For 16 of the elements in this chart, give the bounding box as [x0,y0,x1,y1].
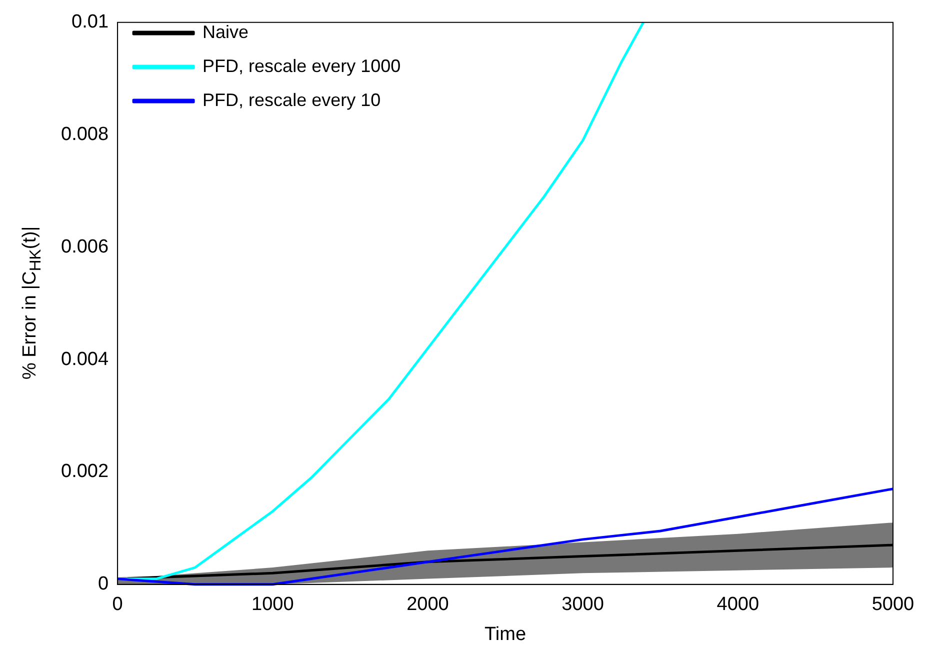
y-tick-label: 0.004 [61,348,109,370]
x-tick-label: 4000 [716,594,760,616]
x-tick-label: 0 [112,594,123,616]
x-tick-label: 2000 [406,594,449,616]
legend-label: Naive [202,22,249,42]
x-tick-label: 3000 [562,594,604,616]
y-tick-label: 0.008 [61,124,109,146]
y-tick-label: 0 [98,574,109,595]
y-tick-label: 0.006 [61,236,109,258]
y-tick-label: 0.01 [72,12,109,33]
x-tick-label: 5000 [872,594,914,616]
legend-label: PFD, rescale every 1000 [202,56,401,76]
x-axis-title: Time [484,624,526,645]
x-tick-label: 1000 [251,594,294,616]
legend-label: PFD, rescale every 10 [202,90,381,110]
y-tick-label: 0.002 [61,461,109,482]
